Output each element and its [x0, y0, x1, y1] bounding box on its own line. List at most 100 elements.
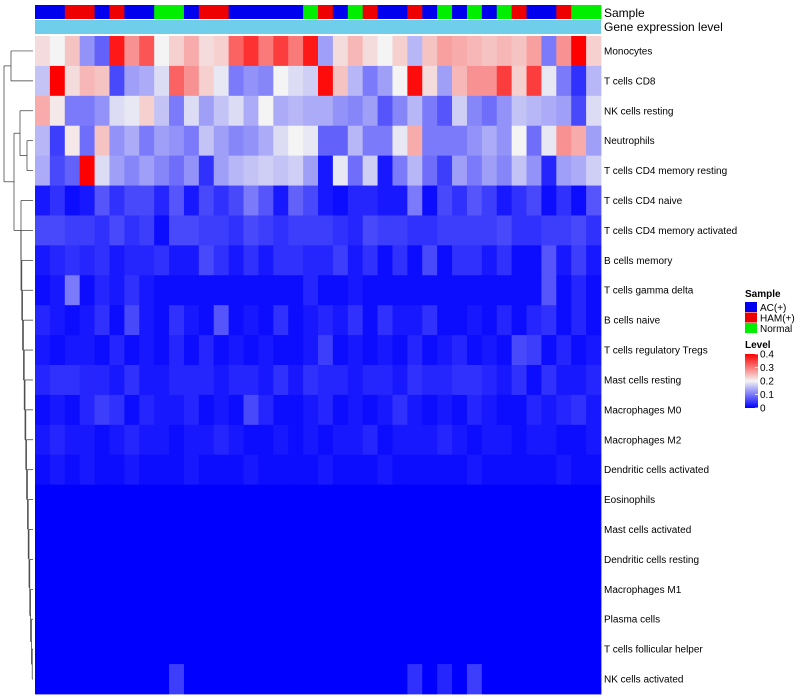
heatmap-cell: [481, 245, 498, 276]
legend-title-sample: Sample: [745, 289, 781, 300]
heatmap-cell: [452, 95, 468, 127]
heatmap-cell: [183, 335, 200, 366]
heatmap-cell: [79, 424, 95, 456]
heatmap-cell: [437, 454, 453, 486]
row-label: Dendritic cells activated: [604, 465, 709, 476]
heatmap-cell: [466, 574, 483, 605]
heatmap-cell: [481, 514, 498, 545]
heatmap-cell: [243, 215, 259, 246]
heatmap-cell: [169, 275, 185, 306]
heatmap-cell: [213, 65, 230, 97]
heatmap-cell: [511, 95, 527, 127]
sample-annotation-cell: [318, 5, 334, 19]
heatmap-cell: [169, 305, 185, 336]
heatmap-cell: [511, 424, 527, 456]
heatmap-cell: [35, 484, 51, 515]
heatmap-cell: [139, 125, 155, 157]
heatmap-cell: [273, 424, 289, 456]
heatmap-cell: [139, 36, 155, 67]
heatmap-cell: [288, 604, 304, 635]
heatmap-cell: [466, 484, 483, 515]
heatmap-cell: [362, 394, 378, 426]
heatmap-cell: [407, 335, 423, 366]
heatmap-cell: [64, 305, 81, 336]
heatmap-cell: [586, 394, 602, 426]
heatmap-cell: [422, 125, 438, 157]
heatmap-cell: [139, 424, 155, 456]
heatmap-cell: [49, 664, 66, 695]
heatmap-cell: [213, 634, 230, 665]
heatmap-cell: [288, 65, 304, 97]
heatmap-cell: [49, 245, 66, 276]
heatmap-cell: [362, 514, 378, 545]
heatmap-cell: [79, 394, 95, 426]
heatmap-cell: [362, 454, 378, 486]
sample-annotation-cell: [183, 5, 200, 19]
heatmap-cell: [198, 544, 215, 575]
heatmap-cell: [362, 215, 378, 246]
heatmap-cell: [109, 365, 125, 396]
level-tick-label: 0: [760, 404, 766, 415]
heatmap-cell: [154, 305, 170, 336]
heatmap-cell: [303, 305, 319, 336]
heatmap-cell: [124, 125, 140, 157]
heatmap-cell: [541, 424, 557, 456]
row-label: T cells CD4 memory activated: [604, 226, 737, 237]
heatmap-cell: [556, 634, 572, 665]
heatmap-cell: [511, 125, 527, 157]
heatmap-cell: [407, 604, 423, 635]
heatmap-cell: [49, 604, 66, 635]
heatmap-cell: [35, 65, 51, 97]
heatmap-cell: [496, 65, 513, 97]
heatmap-cell: [273, 125, 289, 157]
sample-annotation-cell: [571, 5, 587, 19]
heatmap-cell: [154, 215, 170, 246]
heatmap-cell: [183, 484, 200, 515]
heatmap-cell: [496, 95, 513, 127]
heatmap-cell: [318, 275, 334, 306]
heatmap-cell: [466, 604, 483, 635]
heatmap-cell: [198, 335, 215, 366]
heatmap-cell: [318, 245, 334, 276]
heatmap-cell: [183, 454, 200, 486]
heatmap-cell: [154, 664, 170, 695]
heatmap-cell: [198, 95, 215, 127]
heatmap-cell: [332, 574, 349, 605]
heatmap-cell: [318, 424, 334, 456]
heatmap-cell: [571, 365, 587, 396]
heatmap-cell: [198, 245, 215, 276]
heatmap-cell: [124, 245, 140, 276]
heatmap-cell: [496, 544, 513, 575]
heatmap-cell: [198, 604, 215, 635]
heatmap-cell: [556, 664, 572, 695]
heatmap-cell: [318, 634, 334, 665]
heatmap-cell: [154, 454, 170, 486]
heatmap-cell: [481, 125, 498, 157]
heatmap-cell: [541, 95, 557, 127]
heatmap-cell: [586, 574, 602, 605]
heatmap-cell: [347, 574, 364, 605]
heatmap-cell: [183, 574, 200, 605]
heatmap-cell: [466, 454, 483, 486]
heatmap-cell: [332, 604, 349, 635]
heatmap-cell: [466, 185, 483, 216]
heatmap-cell: [407, 185, 423, 216]
heatmap-cell: [35, 245, 51, 276]
heatmap-cell: [422, 335, 438, 366]
heatmap-cell: [228, 335, 244, 366]
heatmap-cell: [347, 544, 364, 575]
heatmap-cell: [332, 155, 349, 186]
heatmap-cell: [124, 335, 140, 366]
sample-annotation-cell: [169, 5, 185, 19]
heatmap-cell: [526, 394, 542, 426]
sample-annotation-cell: [303, 5, 319, 19]
heatmap-cell: [496, 664, 513, 695]
row-label: Dendritic cells resting: [604, 555, 699, 566]
heatmap-cell: [332, 36, 349, 67]
heatmap-cell: [49, 484, 66, 515]
heatmap-cell: [64, 215, 81, 246]
heatmap-cell: [452, 275, 468, 306]
heatmap-cell: [422, 245, 438, 276]
heatmap-cell: [437, 514, 453, 545]
heatmap-cell: [139, 574, 155, 605]
